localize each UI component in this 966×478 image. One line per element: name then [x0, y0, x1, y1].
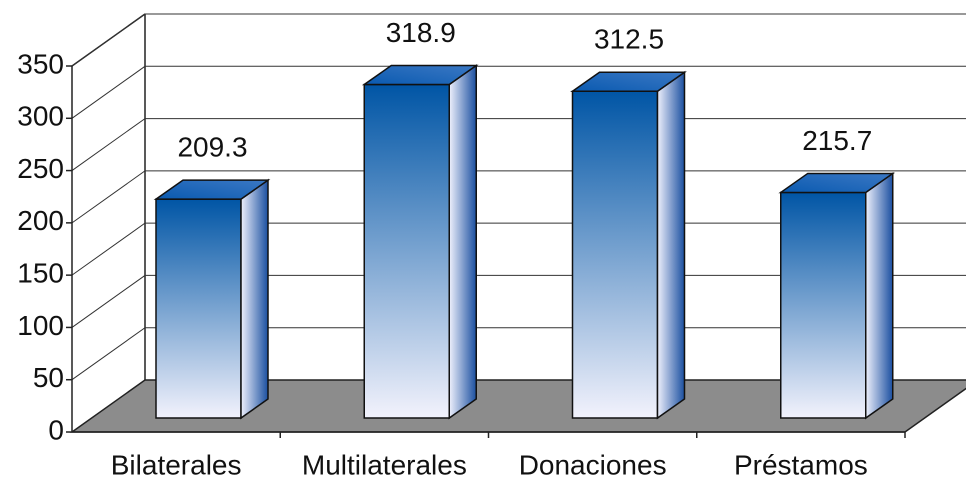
- grid-line: [71, 222, 966, 276]
- x-tick-label: Préstamos: [734, 449, 868, 478]
- bar-top: [570, 71, 687, 92]
- bar: [780, 191, 867, 419]
- y-tick-label: 350: [17, 48, 64, 79]
- y-tick-label: 200: [17, 205, 64, 236]
- y-tick-label: 150: [17, 258, 64, 289]
- bar-side: [656, 70, 686, 420]
- grid-line: [71, 65, 966, 119]
- data-label: 312.5: [594, 24, 664, 55]
- grid-line: [71, 327, 966, 381]
- x-tick-label: Bilaterales: [111, 449, 242, 478]
- bar-side: [448, 64, 477, 420]
- data-label: 209.3: [177, 132, 247, 163]
- bar-top: [153, 179, 271, 200]
- x-tick-label: Multilaterales: [302, 449, 467, 478]
- data-label: 318.9: [386, 17, 456, 48]
- bar-side: [240, 178, 269, 420]
- grid-line: [71, 274, 966, 328]
- y-tick-label: 250: [17, 153, 64, 184]
- y-tick-label: 50: [33, 362, 64, 393]
- y-tick-label: 0: [48, 414, 64, 445]
- bar: [571, 90, 659, 419]
- bar: [363, 83, 450, 419]
- y-tick-label: 100: [17, 310, 64, 341]
- y-tick-label: 300: [17, 101, 64, 132]
- x-tick-label: Donaciones: [519, 449, 667, 478]
- grid-line: [71, 13, 966, 67]
- data-label: 215.7: [802, 125, 872, 156]
- bar: [155, 198, 242, 419]
- grid-line: [71, 118, 966, 171]
- bar-top: [361, 64, 479, 86]
- bar-top: [778, 172, 896, 194]
- bar-side: [865, 171, 894, 420]
- grid-line: [71, 170, 966, 224]
